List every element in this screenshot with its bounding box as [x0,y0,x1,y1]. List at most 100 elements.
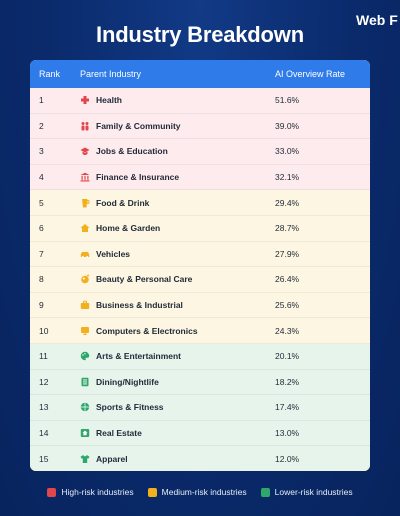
legend-swatch [47,487,57,497]
industry-label: Finance & Insurance [96,172,180,183]
table-row: 14 Real Estate 13.0% [30,420,370,447]
rank-cell: 9 [39,300,44,311]
rate-cell: 51.6% [275,95,300,106]
table-row: 5 Food & Drink 29.4% [30,190,370,216]
brand-text: Web F [356,12,398,28]
industry-label: Food & Drink [96,197,150,208]
food-icon [80,198,90,208]
industry-cell: Sports & Fitness [80,402,275,412]
real-estate-icon [80,428,90,438]
table-body: 1 Health 51.6% 2 Family & Community 39.0% 3 Job… [30,88,370,471]
family-icon [80,121,90,131]
industry-cell: Finance & Insurance [80,172,275,182]
industry-label: Apparel [96,453,128,464]
rank-cell: 12 [39,376,49,387]
car-icon [80,249,90,259]
legend-item: Medium-risk industries [147,487,247,497]
table-row: 2 Family & Community 39.0% [30,113,370,140]
rank-cell: 8 [39,274,44,285]
rank-cell: 1 [39,95,44,106]
industry-label: Arts & Entertainment [96,351,182,362]
industry-cell: Real Estate [80,428,275,438]
briefcase-icon [80,300,90,310]
table-row: 12 Dining/Nightlife 18.2% [30,369,370,396]
rank-cell: 3 [39,146,44,157]
table-row: 9 Business & Industrial 25.6% [30,292,370,319]
rank-cell: 14 [39,428,49,439]
table-row: 8 Beauty & Personal Care 26.4% [30,267,370,293]
rate-cell: 32.1% [275,172,300,183]
industry-cell: Beauty & Personal Care [80,274,275,284]
industry-cell: Home & Garden [80,223,275,233]
industry-label: Dining/Nightlife [96,376,159,387]
table-row: 7 Vehicles 27.9% [30,241,370,268]
rank-cell: 6 [39,223,44,234]
industry-label: Jobs & Education [96,146,168,157]
legend-swatch [260,487,270,497]
industry-cell: Dining/Nightlife [80,377,275,387]
rate-cell: 39.0% [275,120,300,131]
legend-label: High-risk industries [61,487,134,497]
ball-icon [80,402,90,412]
rate-cell: 18.2% [275,376,300,387]
industry-cell: Apparel [80,454,275,464]
brand-logo: Web F [356,10,400,30]
rate-cell: 33.0% [275,146,300,157]
industry-label: Computers & Electronics [96,325,198,336]
table-header: Rank Parent Industry AI Overview Rate [30,60,370,88]
industry-cell: Food & Drink [80,198,275,208]
industry-cell: Business & Industrial [80,300,275,310]
table-row: 1 Health 51.6% [30,88,370,114]
home-icon [80,223,90,233]
header-rate: AI Overview Rate [275,69,346,79]
health-cross-icon [80,95,90,105]
header-industry: Parent Industry [80,69,142,79]
table-row: 3 Jobs & Education 33.0% [30,139,370,165]
shirt-icon [80,454,90,464]
table-row: 6 Home & Garden 28.7% [30,215,370,242]
table-row: 15 Apparel 12.0% [30,446,370,471]
industry-label: Sports & Fitness [96,402,164,413]
industry-label: Real Estate [96,428,142,439]
table-row: 4 Finance & Insurance 32.1% [30,164,370,191]
legend-item: Lower-risk industries [260,487,353,497]
rate-cell: 13.0% [275,428,300,439]
rank-cell: 7 [39,248,44,259]
graduation-cap-icon [80,146,90,156]
industry-label: Health [96,95,122,106]
rank-cell: 15 [39,453,49,464]
rank-cell: 13 [39,402,49,413]
legend: High-risk industries Medium-risk industri… [0,487,400,497]
legend-label: Lower-risk industries [274,487,353,497]
industry-label: Home & Garden [96,223,161,234]
rate-cell: 27.9% [275,248,300,259]
industry-label: Family & Community [96,120,181,131]
menu-icon [80,377,90,387]
palette-icon [80,351,90,361]
legend-swatch [147,487,157,497]
industry-cell: Vehicles [80,249,275,259]
rank-cell: 2 [39,120,44,131]
industry-label: Business & Industrial [96,300,183,311]
industry-cell: Arts & Entertainment [80,351,275,361]
rank-cell: 10 [39,325,49,336]
industry-cell: Jobs & Education [80,146,275,156]
header-rank: Rank [39,69,61,79]
rate-cell: 25.6% [275,300,300,311]
table-row: 11 Arts & Entertainment 20.1% [30,343,370,370]
rank-cell: 11 [39,351,48,362]
industry-label: Vehicles [96,248,131,259]
industry-cell: Family & Community [80,121,275,131]
rate-cell: 29.4% [275,197,300,208]
industry-cell: Computers & Electronics [80,326,275,336]
industry-table: Rank Parent Industry AI Overview Rate 1 H… [30,60,370,471]
legend-label: Medium-risk industries [161,487,247,497]
rank-cell: 5 [39,197,44,208]
rank-cell: 4 [39,172,44,183]
rate-cell: 17.4% [275,402,300,413]
industry-cell: Health [80,95,275,105]
industry-label: Beauty & Personal Care [96,274,193,285]
table-row: 10 Computers & Electronics 24.3% [30,318,370,344]
rate-cell: 28.7% [275,223,300,234]
rate-cell: 12.0% [275,453,300,464]
